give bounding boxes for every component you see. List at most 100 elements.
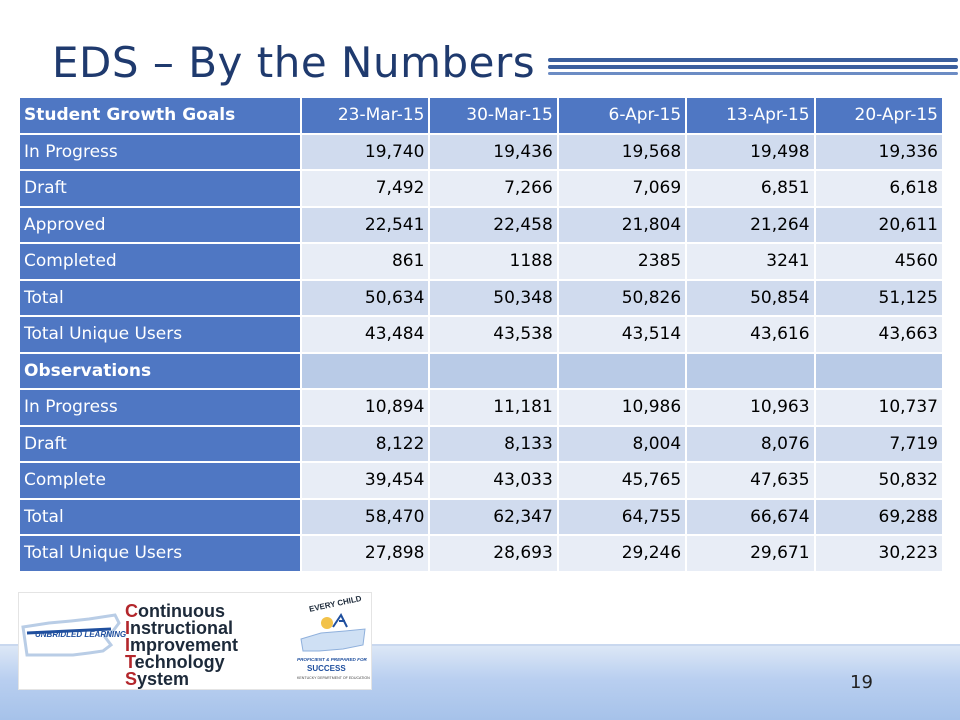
table-cell: 3241 <box>685 242 816 281</box>
table-cell: 861 <box>299 242 431 281</box>
table-cell <box>299 351 431 390</box>
page-number: 19 <box>850 672 873 693</box>
table-cell: 7,069 <box>556 169 688 208</box>
table-cell: 28,693 <box>428 534 559 573</box>
row-label: Total <box>18 497 302 536</box>
logo-line: Technology <box>125 652 225 672</box>
dept-text: KENTUCKY DEPARTMENT OF EDUCATION <box>297 676 370 680</box>
title-rule-line <box>548 58 958 62</box>
every-child-text: EVERY CHILD <box>308 594 362 614</box>
table-cell <box>813 351 945 390</box>
table-cell: 21,804 <box>556 205 688 244</box>
table-cell: 43,033 <box>428 461 559 500</box>
title-rule-line <box>548 72 958 75</box>
table-row: Approved 22,541 22,458 21,804 21,264 20,… <box>18 205 945 244</box>
table-cell: 7,719 <box>813 424 945 463</box>
table-cell: 50,348 <box>428 278 559 317</box>
table-cell: 43,616 <box>685 315 816 354</box>
table-cell: 50,832 <box>813 461 945 500</box>
table-cell: 8,076 <box>685 424 816 463</box>
table-cell: 50,826 <box>556 278 688 317</box>
table-cell: 20,611 <box>813 205 945 244</box>
table-cell: 4560 <box>813 242 945 281</box>
ciits-logo: UNBRIDLED LEARNING Continuous Instructio… <box>18 592 372 690</box>
table-cell: 43,663 <box>813 315 945 354</box>
table-cell: 50,634 <box>299 278 431 317</box>
table-cell: 66,674 <box>685 497 816 536</box>
table-cell <box>685 351 816 390</box>
success-text: SUCCESS <box>307 664 346 673</box>
numbers-table: Student Growth Goals 23-Mar-15 30-Mar-15… <box>18 96 945 573</box>
table-row: Total 58,470 62,347 64,755 66,674 69,288 <box>18 497 945 536</box>
header-cell: 20-Apr-15 <box>813 96 945 135</box>
row-label: In Progress <box>18 388 302 427</box>
table-cell: 64,755 <box>556 497 688 536</box>
badge-text: UNBRIDLED LEARNING <box>35 630 126 639</box>
row-label: Draft <box>18 424 302 463</box>
table-cell: 19,740 <box>299 132 431 171</box>
row-label: Total Unique Users <box>18 315 302 354</box>
table-cell: 21,264 <box>685 205 816 244</box>
table-row: Total Unique Users 43,484 43,538 43,514 … <box>18 315 945 354</box>
section-header-row: Observations <box>18 351 945 390</box>
table-cell: 43,514 <box>556 315 688 354</box>
logo-line: Instructional <box>125 618 233 638</box>
table-cell: 58,470 <box>299 497 431 536</box>
table-row: Total 50,634 50,348 50,826 50,854 51,125 <box>18 278 945 317</box>
table-cell: 10,963 <box>685 388 816 427</box>
table-cell: 50,854 <box>685 278 816 317</box>
table-cell: 29,671 <box>685 534 816 573</box>
title-rule-line <box>548 65 958 69</box>
table-cell: 10,737 <box>813 388 945 427</box>
child-figure-icon <box>332 613 348 628</box>
sun-icon <box>321 617 333 629</box>
table-cell: 22,541 <box>299 205 431 244</box>
table-row: Total Unique Users 27,898 28,693 29,246 … <box>18 534 945 573</box>
table-cell: 8,133 <box>428 424 559 463</box>
table-cell: 62,347 <box>428 497 559 536</box>
row-label: Draft <box>18 169 302 208</box>
table-cell: 22,458 <box>428 205 559 244</box>
table-cell: 43,484 <box>299 315 431 354</box>
ciits-logo-graphic: UNBRIDLED LEARNING Continuous Instructio… <box>21 601 238 689</box>
kentucky-map-icon <box>300 628 366 652</box>
slide-title: EDS – By the Numbers <box>52 38 536 87</box>
table-cell: 10,894 <box>299 388 431 427</box>
row-label: Complete <box>18 461 302 500</box>
row-label: Approved <box>18 205 302 244</box>
table-cell: 6,618 <box>813 169 945 208</box>
header-cell: 13-Apr-15 <box>685 96 816 135</box>
every-child-logo: EVERY CHILD PROFICIENT & PREPARED FOR SU… <box>297 594 370 680</box>
footer-band-line <box>0 644 960 646</box>
table-cell: 29,246 <box>556 534 688 573</box>
table-header-row: Student Growth Goals 23-Mar-15 30-Mar-15… <box>18 96 945 135</box>
row-label: In Progress <box>18 132 302 171</box>
table-cell: 6,851 <box>685 169 816 208</box>
row-label: Total <box>18 278 302 317</box>
table-row: Draft 8,122 8,133 8,004 8,076 7,719 <box>18 424 945 463</box>
table-cell: 1188 <box>428 242 559 281</box>
kentucky-shape-icon <box>21 613 121 657</box>
row-label: Completed <box>18 242 302 281</box>
table-cell: 2385 <box>556 242 688 281</box>
table-row: Draft 7,492 7,266 7,069 6,851 6,618 <box>18 169 945 208</box>
table-cell <box>428 351 559 390</box>
table-cell: 45,765 <box>556 461 688 500</box>
table-cell: 10,986 <box>556 388 688 427</box>
table-cell: 8,004 <box>556 424 688 463</box>
table-cell: 39,454 <box>299 461 431 500</box>
header-cell: 23-Mar-15 <box>299 96 431 135</box>
table-cell: 19,436 <box>428 132 559 171</box>
header-cell: 30-Mar-15 <box>428 96 559 135</box>
table-row: Completed 861 1188 2385 3241 4560 <box>18 242 945 281</box>
table-cell: 51,125 <box>813 278 945 317</box>
table-cell <box>556 351 688 390</box>
table-cell: 11,181 <box>428 388 559 427</box>
table-cell: 47,635 <box>685 461 816 500</box>
title-rule <box>548 58 958 78</box>
row-label: Total Unique Users <box>18 534 302 573</box>
tagline-text: PROFICIENT & PREPARED FOR <box>297 657 368 662</box>
table-cell: 8,122 <box>299 424 431 463</box>
header-cell: 6-Apr-15 <box>556 96 688 135</box>
logo-line: Continuous <box>125 601 225 621</box>
